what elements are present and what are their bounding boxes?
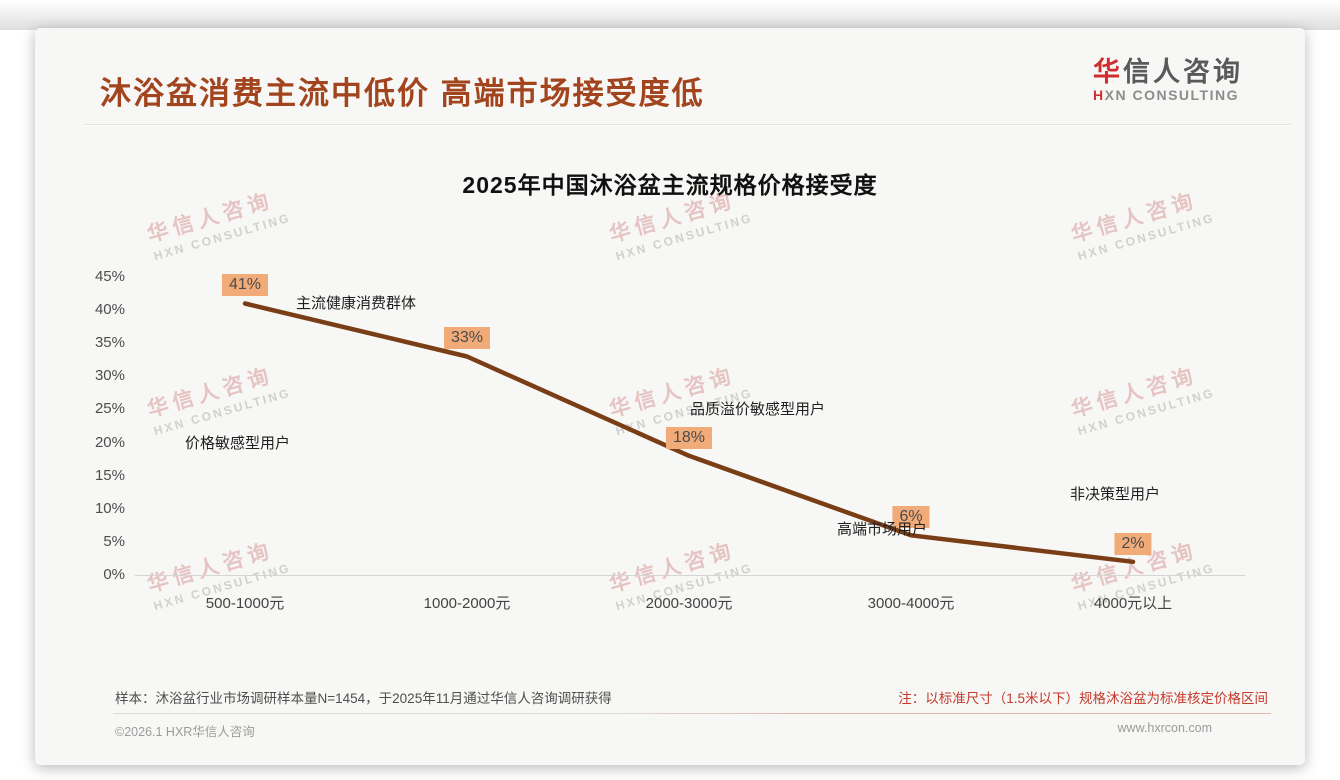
x-category-label: 4000元以上	[1093, 595, 1173, 612]
logo-rest-chars: 信人咨询	[1123, 57, 1243, 87]
chart-title: 2025年中国沐浴盆主流规格价格接受度	[462, 172, 878, 198]
data-value-label: 41%	[221, 274, 269, 297]
y-tick-label: 5%	[103, 532, 125, 550]
trend-line-svg	[242, 301, 1136, 565]
y-tick-label: 30%	[94, 367, 125, 385]
y-tick-label: 35%	[94, 334, 125, 352]
logo-chinese-text: 华信人咨询	[1093, 58, 1243, 86]
data-value-label: 2%	[1114, 532, 1152, 555]
logo-en-accent: H	[1093, 87, 1105, 104]
standard-note: 注：以标准尺寸（1.5米以下）规格沐浴盆为标准核定价格区间	[898, 691, 1268, 706]
footer-website: www.hxrcon.com	[1117, 721, 1212, 735]
x-category-label: 1000-2000元	[423, 595, 511, 612]
segment-annotation: 品质溢价敏感型用户	[690, 401, 826, 418]
y-tick-label: 0%	[103, 566, 125, 583]
company-logo: 华信人咨询 HXN CONSULTING	[1093, 58, 1243, 103]
y-tick-label: 40%	[94, 301, 125, 319]
footer-copyright: ©2026.1 HXR华信人咨询	[115, 725, 255, 739]
logo-english-text: HXN CONSULTING	[1093, 88, 1243, 103]
x-axis-line	[135, 575, 1245, 576]
y-tick-label: 25%	[94, 400, 125, 418]
segment-annotation: 主流健康消费群体	[296, 295, 417, 312]
x-category-label: 3000-4000元	[867, 595, 955, 612]
y-tick-label: 45%	[94, 268, 125, 285]
data-value-label: 33%	[443, 327, 491, 350]
segment-annotation: 非决策型用户	[1070, 486, 1161, 503]
data-value-label: 6%	[892, 506, 930, 529]
header-divider	[83, 124, 1291, 126]
segment-annotation: 高端市场用户	[837, 521, 928, 538]
footer-divider	[113, 713, 1271, 714]
sample-note: 样本：沐浴盆行业市场调研样本量N=1454，于2025年11月通过华信人咨询调研…	[115, 691, 612, 706]
line-chart: 0% 5% 10% 15% 20% 25% 30% 35% 40% 45% 41% 33% 18% 6% 2…	[35, 28, 1305, 765]
y-tick-label: 20%	[94, 433, 125, 451]
slide-card: 沐浴盆消费主流中低价 高端市场接受度低 华信人咨询 HXN CONSULTING…	[35, 28, 1305, 765]
y-tick-label: 15%	[94, 466, 125, 484]
x-category-label: 500-1000元	[205, 595, 285, 612]
segment-annotation: 价格敏感型用户	[185, 435, 291, 452]
x-category-label: 2000-3000元	[645, 595, 733, 612]
page-title: 沐浴盆消费主流中低价 高端市场接受度低	[100, 76, 705, 111]
data-value-label: 18%	[665, 426, 713, 449]
y-tick-label: 10%	[94, 499, 125, 517]
logo-accent-char: 华	[1093, 57, 1123, 87]
logo-en-rest: XN CONSULTING	[1104, 87, 1239, 104]
